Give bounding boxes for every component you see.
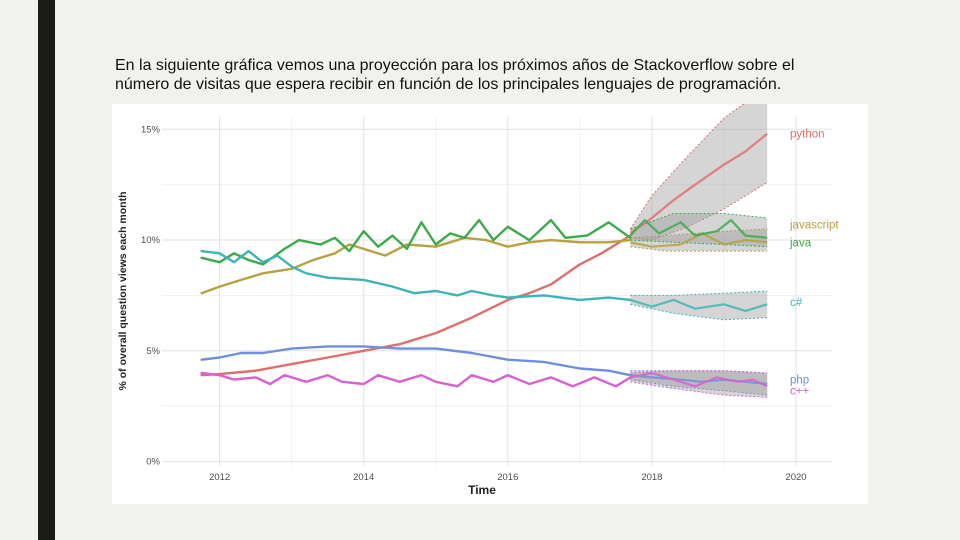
forecast-band-lower-python (630, 182, 768, 241)
series-line-c-sharp (200, 249, 632, 302)
forecast-band-python (630, 104, 768, 241)
series-line-javascript (200, 236, 632, 295)
series-label-javascript: javascript (789, 220, 839, 232)
forecast-line-java (629, 219, 768, 239)
x-tick-label: 2020 (785, 472, 806, 483)
y-axis-title: % of overall question views each month (117, 192, 129, 391)
forecast-line-python (629, 132, 768, 235)
series-label-java: java (789, 237, 812, 249)
plot-panel (162, 116, 832, 466)
forecast-band-c-sharp (630, 291, 768, 320)
y-tick-label: 5% (146, 346, 160, 357)
series-line-php (200, 345, 632, 377)
forecast-band-lower-php (630, 379, 768, 396)
line-chart: 2012 2014 2016 2018 2020 0% 5% 10% 15% Time % of o… (117, 104, 839, 497)
y-tick-label: 15% (141, 124, 161, 135)
x-axis-title: Time (468, 483, 496, 497)
y-tick-label: 0% (146, 457, 160, 468)
series-line-python (200, 234, 632, 377)
x-tick-label: 2012 (209, 472, 230, 483)
chart-container: 2012 2014 2016 2018 2020 0% 5% 10% 15% Time % of o… (112, 104, 868, 504)
forecast-band-upper-cpp (630, 370, 768, 374)
series-label-cpp: c++ (790, 386, 809, 398)
forecast-band-upper-javascript (630, 228, 768, 239)
series-label-python: python (790, 129, 825, 141)
forecast-band-lower-javascript (630, 246, 768, 252)
forecast-line-cpp (630, 371, 768, 388)
x-tick-label: 2014 (353, 472, 374, 483)
slide-paragraph: En la siguiente gráfica vemos una proyec… (115, 57, 795, 93)
forecast-band-upper-c-sharp (630, 290, 768, 296)
forecast-line-c-sharp (629, 298, 768, 312)
slide-accent-bar (38, 0, 55, 540)
y-tick-label: 10% (141, 235, 161, 246)
series-label-c-sharp: c# (790, 297, 803, 309)
forecast-band-lower-cpp (630, 381, 768, 398)
x-tick-label: 2018 (641, 472, 662, 483)
forecast-band-lower-java (630, 239, 768, 248)
forecast-band-upper-python (629, 104, 745, 230)
series-line-cpp (200, 371, 632, 388)
forecast-band-lower-c-sharp (630, 303, 768, 321)
x-tick-label: 2016 (497, 472, 518, 483)
series-label-php: php (790, 375, 809, 387)
